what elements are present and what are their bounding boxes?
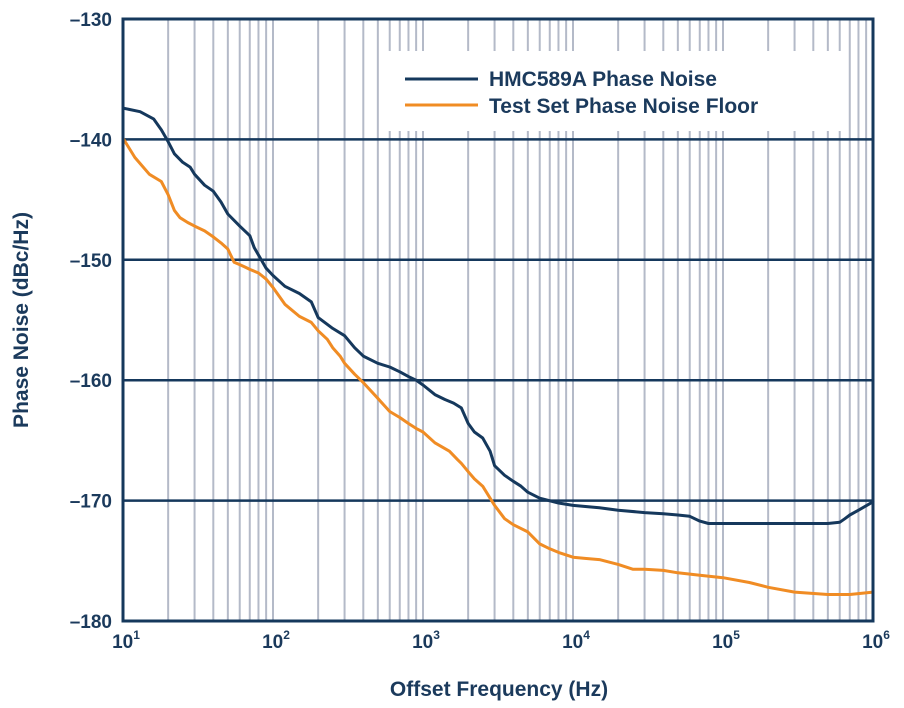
x-tick-label: 105: [712, 628, 740, 653]
series-layer: [121, 106, 875, 596]
plot-border: [121, 17, 875, 623]
x-tick-label: 102: [262, 628, 290, 653]
y-tick-label: –180: [70, 612, 112, 633]
x-axis-ticks: 101 102 103 104 105 106: [112, 628, 890, 653]
y-tick-label: –170: [70, 492, 112, 513]
y-tick-label: –150: [70, 251, 112, 272]
legend-label-hmc589a: HMC589A Phase Noise: [489, 68, 717, 91]
legend-box: [380, 51, 845, 131]
x-axis-label: Offset Frequency (Hz): [390, 678, 608, 701]
y-axis-ticks: –130 –140 –150 –160 –170 –180: [70, 10, 112, 633]
y-tick-label: –140: [70, 130, 112, 151]
legend: HMC589A Phase Noise Test Set Phase Noise…: [380, 51, 845, 131]
series-line-hmc589a: [121, 106, 875, 525]
y-tick-label: –160: [70, 371, 112, 392]
x-tick-label: 106: [862, 628, 890, 653]
x-tick-label: 104: [562, 628, 590, 653]
x-tick-label: 103: [412, 628, 440, 653]
legend-label-test-set: Test Set Phase Noise Floor: [489, 95, 758, 118]
y-axis-label: Phase Noise (dBc/Hz): [10, 212, 33, 428]
y-tick-label: –130: [70, 10, 112, 31]
x-tick-label: 101: [112, 628, 140, 653]
series-line-test-set: [121, 136, 875, 596]
grid-lines: [123, 19, 873, 621]
